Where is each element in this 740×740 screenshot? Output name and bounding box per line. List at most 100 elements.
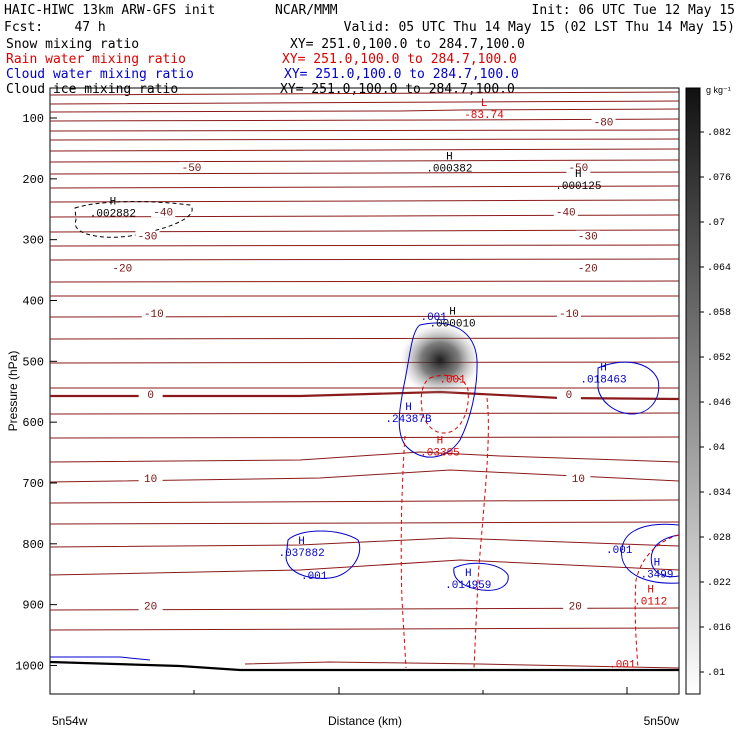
x-axis-title: Distance (km) xyxy=(328,714,402,728)
extremum-marker: L xyxy=(481,98,488,110)
y-tick-label: 100 xyxy=(22,112,44,126)
isotherm-label: -30 xyxy=(578,232,598,244)
extremum-marker: H xyxy=(654,557,661,569)
isotherm-lower xyxy=(244,661,679,669)
isotherm-label-bg xyxy=(110,262,135,274)
contour-label: .001 xyxy=(420,312,447,324)
plot-frame xyxy=(49,87,680,695)
x-start-label: 5n54w xyxy=(52,714,88,728)
colorbar-tick-label: .034 xyxy=(707,488,731,499)
isotherm-label-bg xyxy=(179,161,204,173)
isotherm-label: -80 xyxy=(594,117,614,129)
isotherm-label: -10 xyxy=(144,309,164,321)
isotherm-label-bg xyxy=(138,600,163,612)
y-tick-label: 300 xyxy=(22,234,44,248)
colorbar-tick-label: .046 xyxy=(707,398,731,409)
isotherm-label: -10 xyxy=(559,309,579,321)
isotherm-label-bg xyxy=(575,230,600,242)
contour-label: .001 xyxy=(439,375,466,387)
extremum-value: -83.74 xyxy=(464,110,504,122)
isotherm-label: 10 xyxy=(144,474,157,486)
colorbar-tick-label: .04 xyxy=(707,443,725,454)
extremum-value: .018463 xyxy=(580,375,626,387)
extremum-marker: H xyxy=(405,402,412,414)
isotherm-label: -20 xyxy=(578,263,598,275)
field-xy-cloud-ice: XY= 251.0,100.0 to 284.7,100.0 xyxy=(280,82,515,97)
contour-label: .001 xyxy=(609,659,636,671)
isotherm-label-bg xyxy=(141,307,166,319)
field-name-rain: Rain water mixing ratio xyxy=(6,52,186,67)
y-axis-title: Pressure (hPa) xyxy=(6,351,20,432)
extremum-value: .3499 xyxy=(640,569,673,581)
isotherm-label-bg xyxy=(556,388,581,400)
isotherm-label-bg xyxy=(563,600,588,612)
colorbar xyxy=(685,87,701,695)
extremum-value: .037882 xyxy=(278,548,324,560)
y-tick-label: 200 xyxy=(22,173,44,187)
field-xy-snow: XY= 251.0,100.0 to 284.7,100.0 xyxy=(290,37,525,52)
colorbar-tick-label: .028 xyxy=(707,533,731,544)
extremum-value: .24387B xyxy=(385,414,432,426)
field-name-cloud-water: Cloud water mixing ratio xyxy=(6,67,194,82)
isotherm-label: -40 xyxy=(153,207,173,219)
field-name-cloud-ice: Cloud ice mixing ratio xyxy=(6,82,178,97)
isotherm-label-bg xyxy=(591,116,616,128)
isotherm-label: -50 xyxy=(182,163,202,175)
y-tick-label: 1000 xyxy=(15,659,44,673)
valid-time: Valid: 05 UTC Thu 14 May 15 (02 LST Thu … xyxy=(344,20,735,35)
colorbar-tick-labels: .082 .076 .07 .064 .058 .052 .046 .04 .034 .028 .0… xyxy=(700,128,731,679)
extremum-value: .03305 xyxy=(420,448,460,460)
y-tick-label: 500 xyxy=(22,355,44,369)
isotherm-label-bg xyxy=(553,206,578,218)
colorbar-tick-label: .052 xyxy=(707,353,731,364)
extremum-marker: H xyxy=(446,152,453,164)
field-xy-rain: XY= 251.0,100.0 to 284.7,100.0 xyxy=(282,52,517,67)
colorbar-tick-label: .076 xyxy=(707,173,731,184)
colorbar-tick-label: .01 xyxy=(707,668,725,679)
extremum-marker: H xyxy=(600,363,607,375)
extremum-value: .000010 xyxy=(429,319,475,331)
field-xy-cloud-water: XY= 251.0,100.0 to 284.7,100.0 xyxy=(284,67,519,82)
colorbar-tick-label: .082 xyxy=(707,128,731,139)
field-name-snow: Snow mixing ratio xyxy=(6,37,139,52)
contour-label: .001 xyxy=(606,545,633,557)
isotherm-label: -20 xyxy=(112,263,132,275)
init-time: Init: 06 UTC Tue 12 May 15 xyxy=(532,3,736,18)
isotherm-label-bg xyxy=(151,206,176,218)
rain-water-contours xyxy=(400,374,679,669)
isotherm-label: -50 xyxy=(568,163,588,175)
extremum-value: .000125 xyxy=(555,181,601,193)
ground-line xyxy=(50,660,679,672)
isotherm-label-bg xyxy=(135,230,160,242)
isotherm-label: 20 xyxy=(569,602,582,614)
y-tick-label: 700 xyxy=(22,477,44,491)
colorbar-tick-label: .022 xyxy=(707,578,731,589)
chart-annotations: -80 -50 -50 -40 -40 -30 -30 -20 -20 -10 -10 0 0 10 10 2… xyxy=(90,98,674,671)
contour-label: .001 xyxy=(301,571,328,583)
model-title: HAIC-HIWC 13km ARW-GFS init xyxy=(4,3,215,18)
isotherm-label-bg xyxy=(138,388,163,400)
isotherm-label: -30 xyxy=(138,232,158,244)
cloud-ice-contour xyxy=(74,201,193,238)
x-end-label: 5n50w xyxy=(644,714,680,728)
isotherm-label-bg xyxy=(566,161,591,173)
isotherm-label-bg xyxy=(566,472,591,484)
isotherm-label: -40 xyxy=(556,207,576,219)
cloud-water-ground-contour xyxy=(50,656,151,661)
colorbar-tick-label: .058 xyxy=(707,308,731,319)
colorbar-tick-label: .064 xyxy=(707,263,731,274)
colorbar-units: g kg⁻¹ xyxy=(706,85,731,95)
isotherm-label: 0 xyxy=(566,390,573,402)
isotherm-label-bg xyxy=(138,472,163,484)
y-tick-label: 900 xyxy=(22,599,44,613)
extremum-marker: H xyxy=(110,197,117,209)
isotherm-label: 0 xyxy=(147,390,154,402)
isotherm-label: 20 xyxy=(144,602,157,614)
y-tick-label: 600 xyxy=(22,416,44,430)
org-label: NCAR/MMM xyxy=(275,3,338,18)
extremum-value: .002882 xyxy=(90,209,136,221)
extremum-value: .014959 xyxy=(445,580,491,592)
isotherm-label-bg xyxy=(575,262,600,274)
extremum-marker: H xyxy=(465,568,472,580)
